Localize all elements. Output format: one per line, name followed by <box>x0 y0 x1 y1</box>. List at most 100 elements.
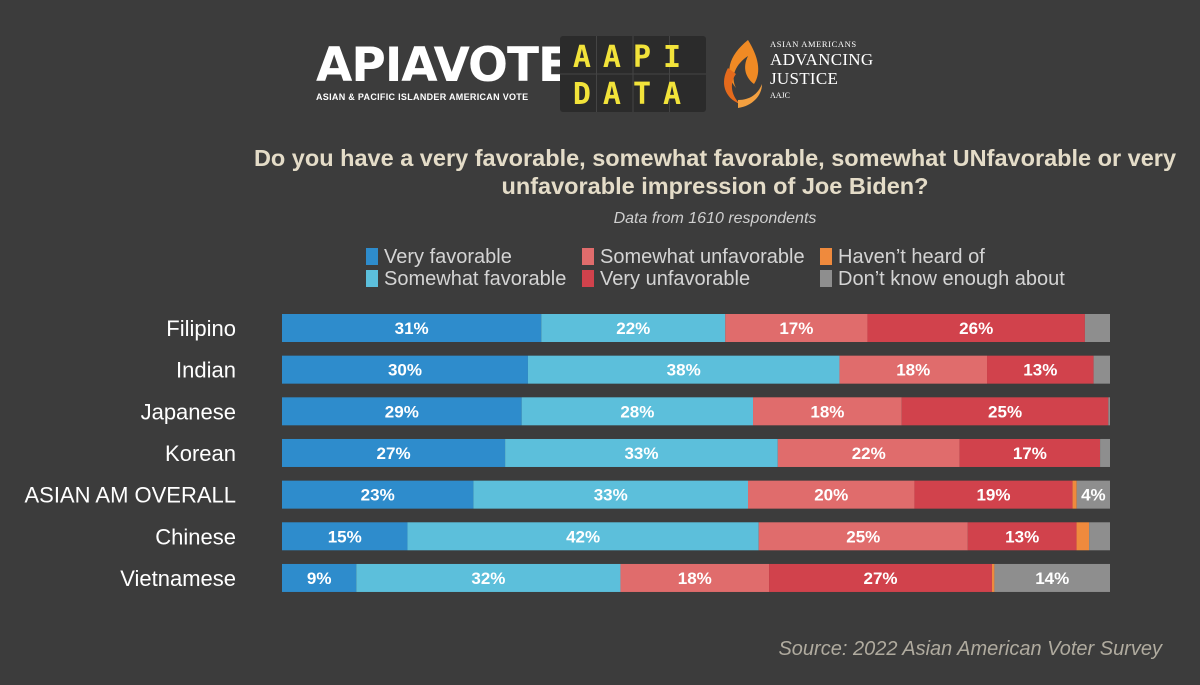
bar-row: Vietnamese 9% 32% 18% 27% 14% <box>120 563 1110 592</box>
bar-segment <box>1089 522 1110 551</box>
category-label: Chinese <box>155 524 236 549</box>
bar-segment <box>901 397 1109 426</box>
bar-segment <box>1108 397 1110 426</box>
category-label: Korean <box>165 441 236 466</box>
bar-segment <box>527 355 840 384</box>
bar-segment <box>407 522 759 551</box>
aapi-data-line1: AAPI <box>573 40 693 75</box>
bar-row: Filipino 31% 22% 17% 26% <box>166 314 1110 342</box>
legend-label: Very favorable <box>384 246 512 268</box>
bar-row: Korean 27% 33% 22% 17% <box>165 438 1110 467</box>
bar-segment <box>987 355 1094 384</box>
data-label: 18% <box>810 402 844 421</box>
data-label: 22% <box>616 319 650 338</box>
legend-swatch <box>582 270 594 287</box>
legend-swatch <box>820 248 832 265</box>
bar-segment <box>282 355 528 384</box>
aapi-data-logo-graphic: AAPI DATA <box>560 36 706 112</box>
legend-item: Very unfavorable <box>582 268 750 290</box>
legend-item: Haven’t heard of <box>820 246 985 268</box>
data-label: 17% <box>1013 444 1047 463</box>
legend-label: Somewhat unfavorable <box>600 246 805 268</box>
data-label: 19% <box>976 486 1010 505</box>
category-label: Filipino <box>166 316 236 341</box>
legend-item: Very favorable <box>366 246 512 268</box>
category-label: Indian <box>176 358 236 383</box>
bar-segment <box>282 480 474 509</box>
data-label: 33% <box>624 444 658 463</box>
data-label: 20% <box>814 486 848 505</box>
data-label: 30% <box>388 361 422 380</box>
bar-segment <box>758 522 968 551</box>
data-label: 26% <box>959 319 993 338</box>
bar-row: Indian 30% 38% 18% 13% <box>176 355 1110 384</box>
bar-segment <box>620 563 770 592</box>
aajc-line2: ADVANCING <box>770 50 874 69</box>
data-label: 23% <box>361 486 395 505</box>
aapi-data-line2: DATA <box>573 77 693 112</box>
legend-item: Don’t know enough about <box>820 268 1065 290</box>
bar-segment <box>777 438 960 467</box>
category-label: ASIAN AM OVERALL <box>24 483 236 508</box>
bar-segment <box>1076 480 1110 509</box>
data-label: 27% <box>377 444 411 463</box>
bar-segment <box>473 480 749 509</box>
legend-swatch <box>820 270 832 287</box>
bar-segment <box>1084 314 1110 342</box>
bar-segment <box>282 314 542 342</box>
category-label: Vietnamese <box>120 566 236 591</box>
legend-item: Somewhat favorable <box>366 268 566 290</box>
legend-swatch <box>366 270 378 287</box>
data-label: 18% <box>678 569 712 588</box>
data-label: 38% <box>667 361 701 380</box>
data-label: 25% <box>988 402 1022 421</box>
bar-segment <box>1093 355 1110 384</box>
legend-swatch <box>366 248 378 265</box>
data-label: 22% <box>852 444 886 463</box>
data-label: 27% <box>863 569 897 588</box>
category-label: Japanese <box>141 399 236 424</box>
legend-label: Somewhat favorable <box>384 268 567 290</box>
legend-swatch <box>582 248 594 265</box>
data-label: 17% <box>779 319 813 338</box>
legend-label: Don’t know enough about <box>838 268 1065 290</box>
data-label: 31% <box>395 319 429 338</box>
legend-label: Haven’t heard of <box>838 246 985 268</box>
data-label: 32% <box>471 569 505 588</box>
bar-segment <box>748 480 915 509</box>
legend-label: Very unfavorable <box>600 268 751 290</box>
aapi-data-logo: AAPI DATA <box>560 36 706 112</box>
flame-icon <box>724 40 762 108</box>
bar-segment <box>839 355 988 384</box>
chart-subtitle: Data from 1610 respondents <box>613 210 817 227</box>
data-label: 4% <box>1081 486 1106 505</box>
bar-segment <box>282 563 357 592</box>
bar-segment <box>959 438 1101 467</box>
aajc-line4: AAJC <box>770 91 791 100</box>
bar-segment <box>967 522 1077 551</box>
bar-segment <box>356 563 621 592</box>
legend-item: Somewhat unfavorable <box>582 246 805 268</box>
source-note: Source: 2022 Asian American Voter Survey <box>778 638 1162 660</box>
bar-segment <box>753 397 902 426</box>
bar-segment <box>994 563 1110 592</box>
data-label: 15% <box>328 527 362 546</box>
bar-row: ASIAN AM OVERALL 23% 33% 20% 19% 4% <box>24 480 1110 509</box>
bar-row: Chinese 15% 42% 25% 13% <box>155 522 1110 551</box>
data-label: 14% <box>1035 569 1069 588</box>
apiavote-logo-name: APIAVOTE <box>316 38 570 93</box>
bar-row: Japanese 29% 28% 18% 25% <box>141 397 1110 426</box>
data-label: 42% <box>566 527 600 546</box>
logos-row: APIAVOTE ASIAN & PACIFIC ISLANDER AMERIC… <box>0 36 1200 116</box>
bar-segment <box>725 314 868 342</box>
bar-segment <box>914 480 1073 509</box>
data-label: 29% <box>385 402 419 421</box>
data-label: 28% <box>620 402 654 421</box>
data-label: 13% <box>1005 527 1039 546</box>
apiavote-logo: APIAVOTE ASIAN & PACIFIC ISLANDER AMERIC… <box>316 38 570 103</box>
data-label: 13% <box>1023 361 1057 380</box>
aajc-logo: ASIAN AMERICANS ADVANCING JUSTICE AAJC <box>718 38 918 118</box>
bar-segment <box>541 314 726 342</box>
chart-title: Do you have a very favorable, somewhat f… <box>253 145 1177 199</box>
